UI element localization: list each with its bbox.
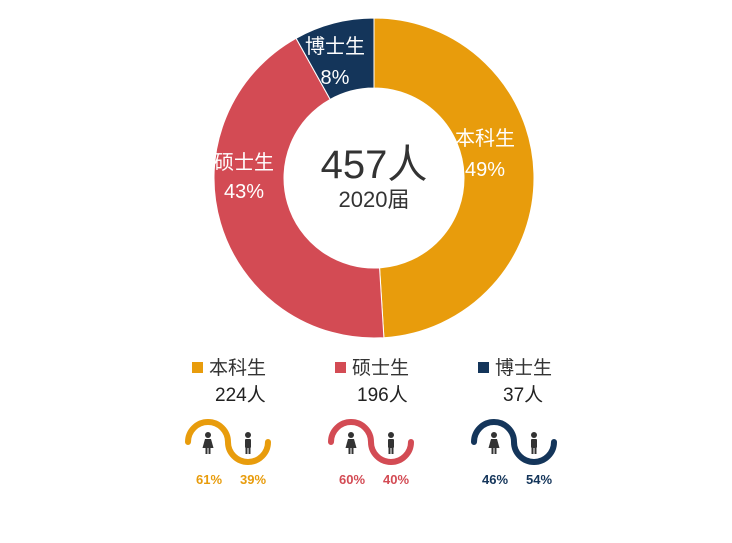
female-icon bbox=[488, 432, 500, 454]
center-year: 2020届 bbox=[338, 187, 410, 212]
female-percent-bachelor: 61% bbox=[196, 472, 223, 487]
legend-label-bachelor: 本科生 bbox=[209, 358, 267, 379]
gender-wave-phd bbox=[471, 419, 557, 465]
segment-percent-bachelor: 49% bbox=[464, 159, 506, 181]
segment-name-phd: 博士生 bbox=[305, 36, 365, 58]
gender-wave-path bbox=[185, 419, 271, 465]
center-total: 457人 bbox=[320, 143, 428, 187]
gender-block-bachelor: 61% 39% bbox=[180, 416, 290, 506]
gender-block-phd: 46% 54% bbox=[466, 416, 576, 506]
female-icon bbox=[202, 432, 214, 454]
segment-percent-phd: 8% bbox=[320, 67, 350, 89]
male-icon bbox=[388, 432, 394, 454]
segment-percent-master: 43% bbox=[223, 181, 265, 203]
female-percent-phd: 46% bbox=[482, 472, 509, 487]
gender-wave-path bbox=[328, 419, 414, 465]
legend-item-master: 硕士生 bbox=[335, 353, 409, 380]
gender-wave-path bbox=[471, 419, 557, 465]
legend-swatch-master bbox=[335, 362, 346, 373]
segment-name-bachelor: 本科生 bbox=[455, 128, 515, 150]
donut-segment-bachelor bbox=[373, 17, 535, 339]
gender-wave-master bbox=[328, 419, 414, 465]
male-icon bbox=[531, 432, 537, 454]
male-percent-master: 40% bbox=[383, 472, 410, 487]
segment-label-bachelor: 本科生 49% bbox=[455, 126, 515, 184]
male-percent-phd: 54% bbox=[526, 472, 553, 487]
legend-count-master: 196人 bbox=[357, 385, 408, 406]
legend-label-phd: 博士生 bbox=[495, 358, 553, 379]
segment-label-master: 硕士生 43% bbox=[214, 150, 274, 206]
donut-segment-phd bbox=[295, 17, 375, 101]
male-icon bbox=[245, 432, 251, 454]
legend-item-phd: 博士生 bbox=[478, 353, 552, 380]
legend-swatch-bachelor bbox=[192, 362, 203, 373]
gender-block-master: 60% 40% bbox=[323, 416, 433, 506]
legend-label-master: 硕士生 bbox=[352, 358, 410, 379]
male-percent-bachelor: 39% bbox=[240, 472, 267, 487]
female-percent-master: 60% bbox=[339, 472, 366, 487]
legend-count-phd: 37人 bbox=[503, 385, 544, 406]
donut-segment-master bbox=[213, 37, 385, 339]
segment-name-master: 硕士生 bbox=[214, 152, 274, 174]
segment-label-phd: 博士生 8% bbox=[305, 34, 365, 92]
legend-count-bachelor: 224人 bbox=[215, 385, 266, 406]
legend-swatch-phd bbox=[478, 362, 489, 373]
female-icon bbox=[345, 432, 357, 454]
legend-item-bachelor: 本科生 bbox=[192, 353, 266, 380]
gender-wave-bachelor bbox=[185, 419, 271, 465]
